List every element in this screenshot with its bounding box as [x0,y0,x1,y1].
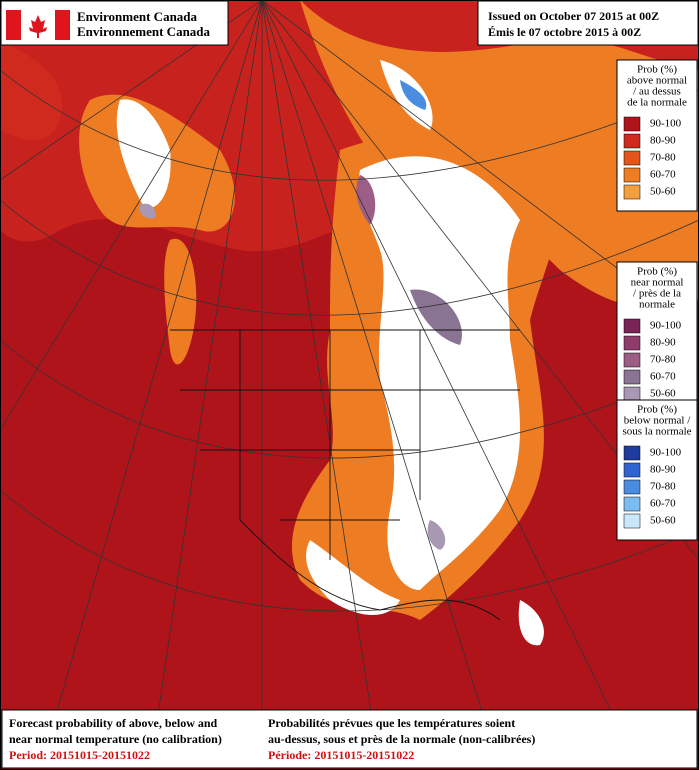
map-fields [0,0,699,646]
footer-text: near normal temperature (no calibration) [9,732,222,746]
legend-label: 50-60 [650,515,676,527]
legend-label: 90-100 [650,118,682,130]
legend-label: 70-80 [650,354,676,366]
issued-en: Issued on October 07 2015 at 00Z [488,9,659,23]
legend-title: near normal [631,277,684,289]
legend-title: Prob (%) [637,64,677,76]
flag-band [55,10,70,40]
legend-label: 80-90 [650,464,676,476]
legend-title: above normal [627,75,687,87]
legend-swatch [623,133,641,149]
legend-swatch [623,462,641,478]
legend-label: 70-80 [650,481,676,493]
footer-text: au-dessus, sous et près de la normale (n… [268,732,535,746]
legend-label: 70-80 [650,152,676,164]
legend-title: below normal / [624,415,692,427]
issued-fr: Émis le 07 octobre 2015 à 00Z [488,25,641,39]
legend-swatch [623,167,641,183]
legend-swatch [623,369,641,385]
legend-title: Prob (%) [637,266,677,278]
legend-swatch [623,116,641,132]
maple-leaf [29,15,47,38]
agency-box: Environment Canada Environnement Canada [0,0,229,46]
legend-swatch [623,496,641,512]
legend-swatch [623,513,641,529]
legend-label: 60-70 [650,169,676,181]
period-fr: Période: 20151015-20151022 [268,748,414,762]
period-en: Period: 20151015-20151022 [9,748,150,762]
agency-fr: Environnement Canada [77,24,211,39]
legend-swatch [623,150,641,166]
legend-swatch [623,445,641,461]
legend-swatch [623,386,641,402]
legend-label: 50-60 [650,186,676,198]
legend-label: 80-90 [650,337,676,349]
agency-en: Environment Canada [77,9,198,24]
legend-swatch [623,352,641,368]
legend-title: / près de la [633,288,681,300]
footer-text: Probabilités prévues que les température… [268,716,515,730]
legend-title: / au dessus [633,86,681,98]
legend-title: normale [639,299,675,311]
legend-title: sous la normale [622,426,691,438]
legend-label: 60-70 [650,371,676,383]
legend-title: Prob (%) [637,404,677,416]
legend-swatch [623,335,641,351]
borders [170,329,520,621]
legend-swatch [623,318,641,334]
legend-label: 80-90 [650,135,676,147]
footer: Forecast probability of above, below and… [1,709,698,769]
legend-label: 50-60 [650,388,676,400]
legend-title: de la normale [627,97,687,109]
legend-swatch [623,479,641,495]
footer-background [1,709,698,769]
legend-label: 60-70 [650,498,676,510]
legend-label: 90-100 [650,447,682,459]
issued-background [477,0,699,46]
legend-swatch [623,184,641,200]
legend-label: 90-100 [650,320,682,332]
issued-box: Issued on October 07 2015 at 00Z Émis le… [477,0,699,46]
flag-band [6,10,21,40]
footer-text: Forecast probability of above, below and [9,716,218,730]
